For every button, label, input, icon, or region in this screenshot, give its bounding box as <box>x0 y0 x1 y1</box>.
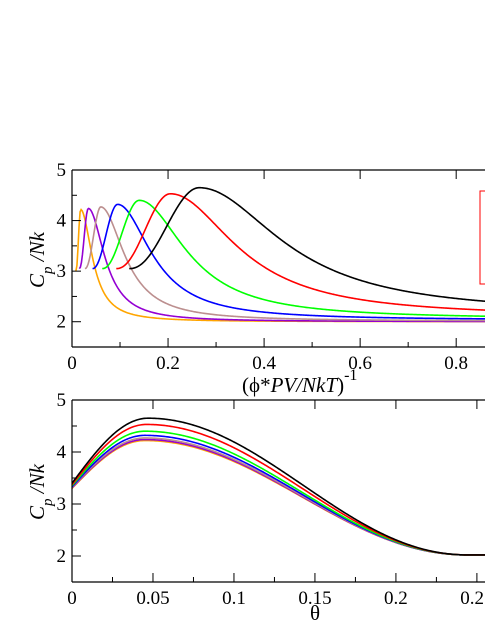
top-x-tick-label: 0 <box>67 353 77 374</box>
top-axes: 0 0.2 0.4 0.6 0.8 2 3 4 5 <box>57 160 485 374</box>
bottom-y-tick-label: 2 <box>57 546 67 567</box>
chart-bottom: 0 0.05 0.1 0.15 0.2 0.25 2 3 4 5 Cp /Nk θ <box>25 390 485 625</box>
y-label-sub: p <box>40 498 56 507</box>
top-x-tick-label: 0.8 <box>444 353 468 374</box>
x-label-close: ) <box>337 373 344 397</box>
bottom-x-tick-label: 0.2 <box>384 588 408 609</box>
top-x-tick-label: 0.6 <box>348 353 372 374</box>
x-label-open: ( <box>242 373 249 397</box>
bottom-series-line-7 <box>72 417 485 556</box>
bottom-axes: 0 0.05 0.1 0.15 0.2 0.25 2 3 4 5 <box>57 390 485 609</box>
bottom-y-tick-label: 5 <box>57 390 67 411</box>
legend-box <box>479 190 485 285</box>
y-label-rest: /Nk <box>25 231 49 266</box>
bottom-x-tick-label: 0 <box>67 588 77 609</box>
x-label-star: * <box>260 373 271 397</box>
y-label-rest: /Nk <box>25 463 49 498</box>
bottom-y-axis-label: Cp /Nk <box>25 463 56 520</box>
y-label-main: C <box>25 273 49 288</box>
top-series-line-7 <box>129 186 485 303</box>
top-y-tick-label: 3 <box>57 261 67 282</box>
bottom-x-tick-label: 0.15 <box>298 588 331 609</box>
x-label-sup: -1 <box>344 367 357 384</box>
x-label-var: PV/NkT <box>270 373 339 397</box>
top-y-tick-label: 4 <box>57 211 67 232</box>
top-series-line-4 <box>92 203 485 320</box>
top-x-tick-label: 0.4 <box>252 353 276 374</box>
bottom-x-axis-label: θ <box>310 601 320 625</box>
bottom-y-tick-label: 3 <box>57 494 67 515</box>
top-x-tick-label: 0.2 <box>156 353 180 374</box>
top-y-axis-label: Cp /Nk <box>25 231 56 288</box>
y-label-sub: p <box>40 266 56 275</box>
top-y-tick-label: 5 <box>57 160 67 181</box>
bottom-series-line-6 <box>72 423 485 556</box>
bottom-series-line-2 <box>72 438 485 556</box>
top-series-line-5 <box>102 199 485 318</box>
bottom-series-line-1 <box>72 439 485 556</box>
bottom-series-line-3 <box>72 437 485 556</box>
bottom-x-tick-label: 0.05 <box>136 588 169 609</box>
bottom-series-line-5 <box>72 430 485 556</box>
top-series-line-2 <box>78 207 485 323</box>
top-series-line-3 <box>84 206 485 322</box>
top-series-group <box>75 186 485 323</box>
y-label-main: C <box>25 505 49 520</box>
bottom-x-tick-label: 0.1 <box>222 588 246 609</box>
bottom-series-line-4 <box>72 434 485 556</box>
top-x-axis-label: (ϕ*PV/NkT)-1 <box>242 367 357 397</box>
x-label-phi: ϕ <box>249 373 260 397</box>
top-y-tick-label: 2 <box>57 312 67 333</box>
top-series-line-6 <box>116 192 485 311</box>
chart-top: 0 0.2 0.4 0.6 0.8 2 3 4 5 Cp /Nk (ϕ*PV/NkT)-1 <box>25 160 485 397</box>
bottom-x-tick-label: 0.25 <box>460 588 485 609</box>
bottom-series-group <box>72 417 485 556</box>
bottom-y-tick-label: 4 <box>57 442 67 463</box>
